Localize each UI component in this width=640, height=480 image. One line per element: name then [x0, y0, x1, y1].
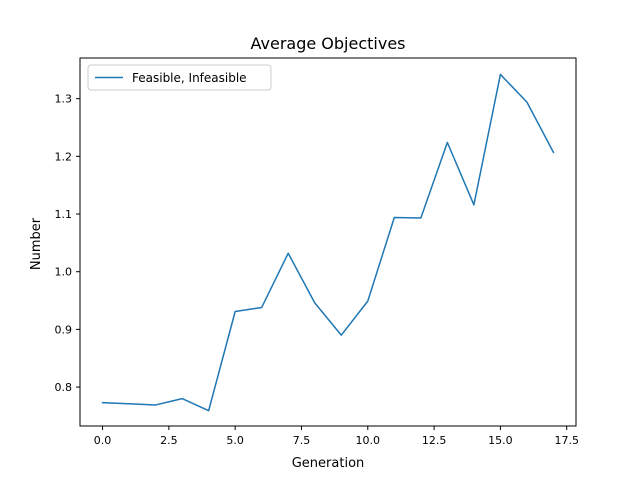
y-tick-label: 0.9 [55, 323, 73, 336]
y-tick-label: 1.3 [55, 93, 73, 106]
x-tick-label: 15.0 [488, 434, 513, 447]
y-tick-label: 0.8 [55, 381, 73, 394]
x-tick-label: 10.0 [356, 434, 381, 447]
x-tick-label: 17.5 [554, 434, 579, 447]
chart-title: Average Objectives [251, 34, 406, 53]
y-axis-label: Number [29, 217, 44, 270]
series-line-0 [101, 73, 555, 412]
x-axis-label: Generation [292, 456, 365, 471]
legend-box [87, 64, 272, 91]
legend-label: Feasible, Infeasible [132, 71, 247, 85]
y-tick-label: 1.1 [55, 208, 73, 221]
y-tick-label: 1.2 [55, 150, 73, 163]
x-tick-label: 12.5 [422, 434, 447, 447]
x-tick-label: 0.0 [94, 434, 112, 447]
y-tick-label: 1.0 [55, 266, 73, 279]
plot-area: 0.0 2.5 5.0 7.5 10.0 12.5 15.0 17.5 0.8 0.9 1.0 1.1… [55, 57, 579, 447]
axes-frame [79, 57, 577, 427]
x-tick-label: 2.5 [160, 434, 178, 447]
x-tick-label: 7.5 [293, 434, 311, 447]
x-tick-label: 5.0 [226, 434, 244, 447]
